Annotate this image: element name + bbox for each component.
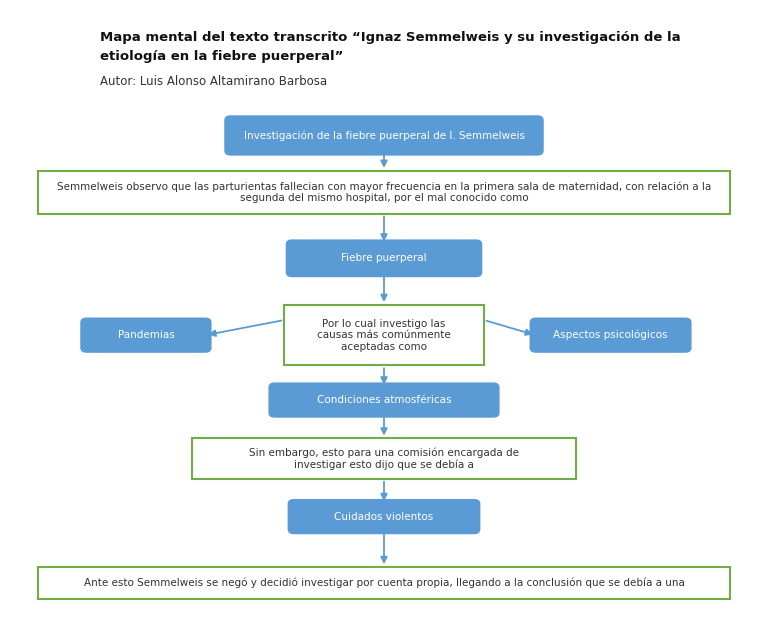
FancyBboxPatch shape (224, 115, 544, 156)
FancyBboxPatch shape (38, 567, 730, 598)
Text: Por lo cual investigo las
causas más comúnmente
aceptadas como: Por lo cual investigo las causas más com… (317, 319, 451, 352)
FancyBboxPatch shape (192, 438, 576, 479)
Text: Semmelweis observo que las parturientas fallecian con mayor frecuencia en la pri: Semmelweis observo que las parturientas … (57, 181, 711, 203)
Text: Cuidados violentos: Cuidados violentos (334, 512, 434, 522)
FancyBboxPatch shape (286, 239, 482, 277)
Text: Ante esto Semmelweis se negó y decidió investigar por cuenta propia, llegando a : Ante esto Semmelweis se negó y decidió i… (84, 578, 684, 588)
FancyBboxPatch shape (80, 318, 211, 353)
FancyBboxPatch shape (287, 499, 481, 534)
Text: Pandemias: Pandemias (118, 330, 174, 340)
FancyBboxPatch shape (284, 305, 484, 365)
Text: Condiciones atmosféricas: Condiciones atmosféricas (316, 395, 452, 405)
FancyBboxPatch shape (530, 318, 692, 353)
Text: etiología en la fiebre puerperal”: etiología en la fiebre puerperal” (100, 50, 343, 63)
Text: Investigación de la fiebre puerperal de I. Semmelweis: Investigación de la fiebre puerperal de … (243, 130, 525, 140)
Text: Mapa mental del texto transcrito “Ignaz Semmelweis y su investigación de la: Mapa mental del texto transcrito “Ignaz … (100, 32, 680, 44)
FancyBboxPatch shape (269, 382, 500, 418)
Text: Aspectos psicológicos: Aspectos psicológicos (553, 330, 668, 340)
FancyBboxPatch shape (38, 171, 730, 214)
Text: Fiebre puerperal: Fiebre puerperal (341, 253, 427, 263)
Text: Sin embargo, esto para una comisión encargada de
investigar esto dijo que se deb: Sin embargo, esto para una comisión enca… (249, 447, 519, 470)
Text: Autor: Luis Alonso Altamirano Barbosa: Autor: Luis Alonso Altamirano Barbosa (100, 76, 327, 88)
